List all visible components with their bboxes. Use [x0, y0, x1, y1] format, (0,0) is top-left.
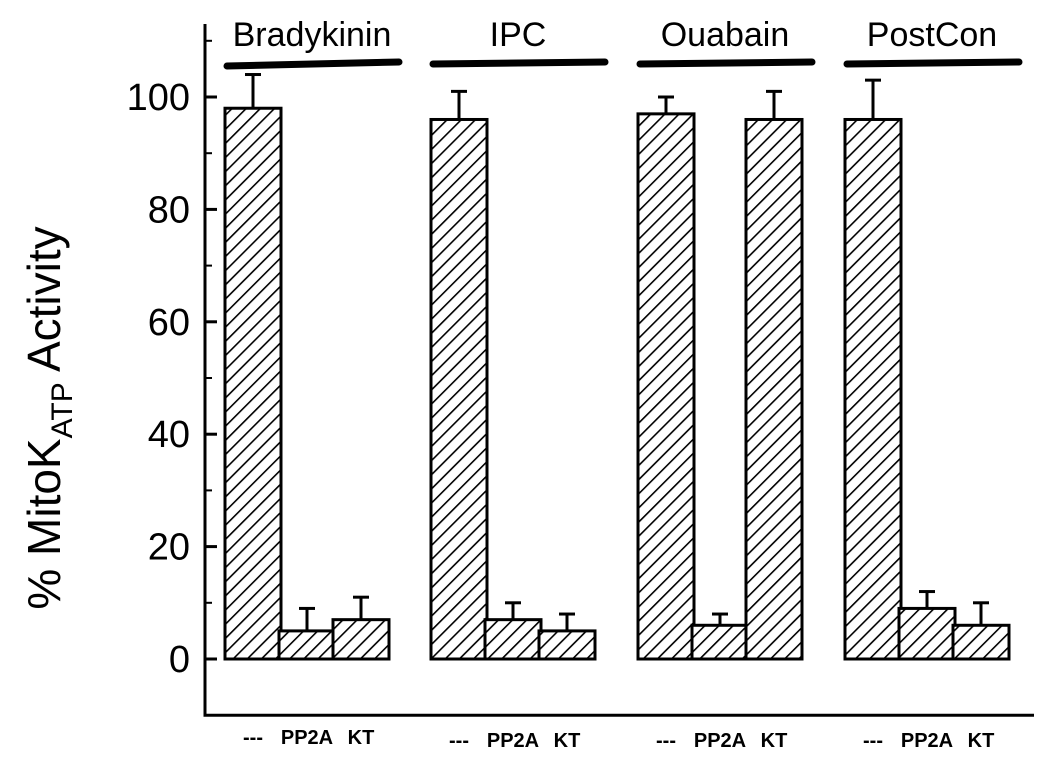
category-label: ---: [243, 727, 263, 749]
bar: [951, 623, 1011, 661]
group-bracket-line: [223, 58, 403, 70]
y-axis-label: % MitoKATP Activity: [18, 226, 79, 609]
bar: [483, 618, 543, 661]
y-tick-label: 20: [148, 527, 190, 569]
category-label: ---: [656, 730, 676, 752]
y-axis-label-suffix: Activity: [18, 226, 70, 382]
group-label: PostCon: [867, 16, 997, 54]
bar: [744, 117, 804, 661]
bar: [223, 106, 283, 661]
bar: [331, 618, 391, 661]
y-tick-label: 100: [127, 77, 190, 119]
category-label: PP2A: [694, 730, 746, 752]
bars: [223, 73, 1011, 661]
category-label: KT: [761, 730, 788, 752]
group-bracket-line: [429, 58, 609, 68]
group-label: IPC: [490, 16, 547, 54]
y-tick-label: 60: [148, 302, 190, 344]
group-label: Bradykinin: [233, 16, 392, 54]
category-label: PP2A: [901, 730, 953, 752]
bar: [897, 606, 957, 661]
category-label: ---: [863, 730, 883, 752]
category-label: KT: [554, 730, 581, 752]
bar: [636, 112, 696, 661]
category-label: KT: [968, 730, 995, 752]
group-label: Ouabain: [661, 16, 790, 54]
bar: [429, 117, 489, 661]
bar: [843, 117, 903, 661]
group-bracket-line: [843, 58, 1023, 68]
y-axis-label-subscript: ATP: [46, 382, 79, 438]
bar: [537, 629, 597, 661]
group-bracket-line: [636, 58, 816, 68]
category-label: KT: [348, 727, 375, 749]
bar: [690, 623, 750, 661]
labels: --- PP2A KT Bradykinin --- PP2A KT IPC --- PP2A KT…: [223, 16, 1023, 752]
category-label: ---: [449, 730, 469, 752]
y-tick-label: 40: [148, 414, 190, 456]
bar: [277, 629, 337, 661]
y-tick-label: 0: [169, 639, 190, 681]
y-tick-label: 80: [148, 189, 190, 231]
category-label: PP2A: [487, 730, 539, 752]
axes: 0 20 40 60 80 100: [127, 23, 1034, 717]
y-axis-label-main: % MitoK: [18, 438, 70, 610]
category-label: PP2A: [281, 727, 333, 749]
